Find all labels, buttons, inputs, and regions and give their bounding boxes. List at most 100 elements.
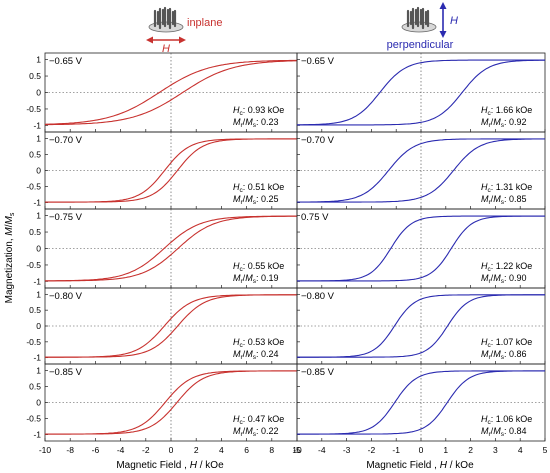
x-tick-label: -4 bbox=[117, 445, 125, 455]
remanence-ratio-label: Mr/Ms: 0.85 bbox=[481, 194, 526, 206]
x-tick-label: -10 bbox=[39, 445, 52, 455]
y-tick-label: 1 bbox=[36, 55, 41, 65]
remanence-ratio-label: Mr/Ms: 0.19 bbox=[233, 273, 278, 285]
remanence-ratio-label: Mr/Ms: 0.84 bbox=[481, 426, 526, 438]
y-axis-label: Magnetization, M/Ms bbox=[4, 212, 16, 303]
remanence-ratio-label: Mr/Ms: 0.22 bbox=[233, 426, 278, 438]
x-tick-label: -5 bbox=[293, 445, 301, 455]
hysteresis-branch-lower bbox=[45, 294, 297, 358]
coercivity-label: Hc: 0.51 kOe bbox=[233, 182, 284, 194]
y-tick-label: -1 bbox=[33, 276, 41, 286]
voltage-label: −0.80 V bbox=[49, 291, 83, 302]
hysteresis-branch-lower bbox=[45, 138, 297, 203]
y-tick-label: -0.5 bbox=[26, 260, 41, 270]
x-tick-label: 0 bbox=[419, 445, 424, 455]
x-tick-label: -2 bbox=[368, 445, 376, 455]
y-tick-label: -0.5 bbox=[26, 414, 41, 424]
y-tick-label: -1 bbox=[33, 120, 41, 130]
y-tick-label: -0.5 bbox=[26, 337, 41, 347]
hysteresis-branch-lower bbox=[45, 370, 297, 435]
coercivity-label: Hc: 1.31 kOe bbox=[481, 182, 532, 194]
hysteresis-branch-lower bbox=[297, 294, 545, 358]
voltage-label: −0.75 V bbox=[49, 212, 83, 223]
perpendicular-label: perpendicular bbox=[387, 39, 454, 51]
y-tick-label: 0.5 bbox=[29, 227, 41, 237]
voltage-label: −0.85 V bbox=[301, 367, 335, 378]
coercivity-label: Hc: 1.07 kOe bbox=[481, 337, 532, 349]
coercivity-label: Hc: 1.66 kOe bbox=[481, 105, 532, 117]
hysteresis-branch-lower bbox=[297, 138, 545, 203]
hysteresis-branch-upper bbox=[44, 59, 298, 125]
coercivity-label: Hc: 1.22 kOe bbox=[481, 261, 532, 273]
voltage-label: −0.65 V bbox=[49, 56, 83, 67]
y-tick-label: -1 bbox=[33, 198, 41, 208]
y-tick-label: 1 bbox=[36, 289, 41, 299]
hysteresis-branch-lower bbox=[297, 215, 545, 282]
hysteresis-branch-lower bbox=[297, 370, 545, 435]
voltage-label: 0.75 V bbox=[301, 212, 329, 223]
x-tick-label: -8 bbox=[66, 445, 74, 455]
inplane-field-symbol: H bbox=[162, 43, 170, 55]
hysteresis-branch-lower bbox=[297, 59, 545, 126]
coercivity-label: Hc: 0.93 kOe bbox=[233, 105, 284, 117]
y-tick-label: -1 bbox=[33, 430, 41, 440]
coercivity-label: Hc: 0.53 kOe bbox=[233, 337, 284, 349]
y-tick-label: -0.5 bbox=[26, 104, 41, 114]
voltage-label: −0.70 V bbox=[49, 135, 83, 146]
x-tick-label: 2 bbox=[468, 445, 473, 455]
inplane-nanowire-icon bbox=[148, 6, 184, 33]
inplane-label: inplane bbox=[187, 17, 222, 29]
x-tick-label: 6 bbox=[244, 445, 249, 455]
coercivity-label: Hc: 0.55 kOe bbox=[233, 261, 284, 273]
remanence-ratio-label: Mr/Ms: 0.25 bbox=[233, 194, 278, 206]
x-tick-label: -2 bbox=[142, 445, 150, 455]
x-tick-label: 8 bbox=[269, 445, 274, 455]
x-axis-label-perpendicular: Magnetic Field , H / kOe bbox=[366, 460, 474, 471]
y-tick-label: -0.5 bbox=[26, 182, 41, 192]
y-tick-label: -1 bbox=[33, 353, 41, 363]
perpendicular-field-arrow bbox=[439, 2, 447, 38]
voltage-label: −0.70 V bbox=[301, 135, 335, 146]
remanence-ratio-label: Mr/Ms: 0.92 bbox=[481, 117, 526, 129]
y-tick-label: 0 bbox=[36, 321, 41, 331]
x-tick-label: 4 bbox=[219, 445, 224, 455]
x-tick-label: 2 bbox=[194, 445, 199, 455]
hysteresis-branch-lower bbox=[45, 215, 297, 282]
y-tick-label: 0.5 bbox=[29, 71, 41, 81]
y-tick-label: 1 bbox=[36, 211, 41, 221]
x-tick-label: 3 bbox=[493, 445, 498, 455]
x-tick-label: -4 bbox=[318, 445, 326, 455]
y-tick-label: 0 bbox=[36, 244, 41, 254]
y-tick-label: 1 bbox=[36, 365, 41, 375]
x-axis-label-inplane: Magnetic Field , H / kOe bbox=[116, 460, 224, 471]
remanence-ratio-label: Mr/Ms: 0.86 bbox=[481, 349, 526, 361]
inplane-field-arrow bbox=[146, 36, 186, 44]
y-tick-label: 0 bbox=[36, 166, 41, 176]
y-tick-label: 0 bbox=[36, 398, 41, 408]
voltage-label: −0.80 V bbox=[301, 291, 335, 302]
coercivity-label: Hc: 0.47 kOe bbox=[233, 414, 284, 426]
perpendicular-nanowire-icon bbox=[401, 6, 437, 33]
x-tick-label: -1 bbox=[392, 445, 400, 455]
hysteresis-branch-lower bbox=[44, 60, 298, 126]
hysteresis-branch-upper bbox=[297, 59, 545, 126]
remanence-ratio-label: Mr/Ms: 0.23 bbox=[233, 117, 278, 129]
voltage-label: −0.65 V bbox=[301, 56, 335, 67]
hysteresis-branch-upper bbox=[297, 138, 545, 203]
remanence-ratio-label: Mr/Ms: 0.24 bbox=[233, 349, 278, 361]
x-tick-label: 4 bbox=[518, 445, 523, 455]
y-tick-label: 1 bbox=[36, 133, 41, 143]
y-tick-label: 0.5 bbox=[29, 305, 41, 315]
voltage-label: −0.85 V bbox=[49, 367, 83, 378]
x-tick-label: 0 bbox=[169, 445, 174, 455]
perpendicular-field-symbol: H bbox=[450, 15, 458, 27]
x-tick-label: 5 bbox=[543, 445, 548, 455]
